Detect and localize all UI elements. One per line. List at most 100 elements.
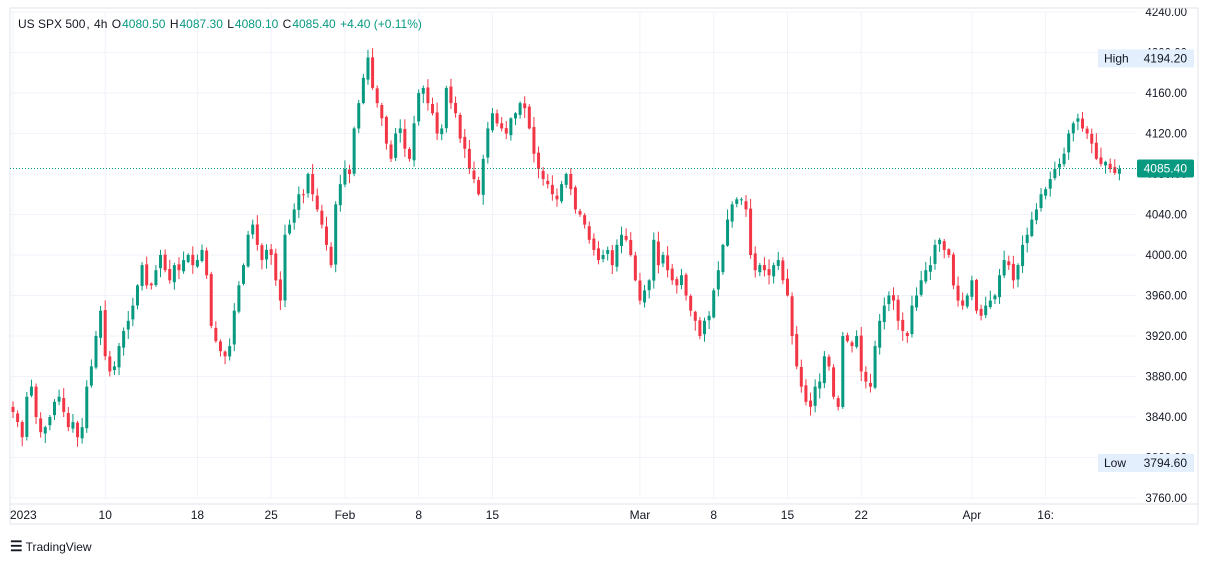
candle-body [11, 406, 15, 412]
interval: 4h [94, 17, 108, 31]
tradingview-branding[interactable]: ☰ TradingView [10, 538, 92, 555]
candle-body [656, 241, 660, 266]
candle-body [868, 382, 872, 387]
candle-body [140, 265, 144, 286]
candle-body [979, 308, 983, 316]
candle-body [57, 396, 61, 402]
y-tick-label: 3920.00 [1145, 331, 1187, 343]
candle-body [993, 295, 997, 300]
candle-body [440, 128, 444, 135]
candle-body [334, 204, 338, 265]
change-value: +4.40 (+0.11%) [340, 17, 422, 31]
y-tick-label: 4040.00 [1145, 210, 1187, 222]
candle-body [186, 255, 190, 262]
candle-body [94, 336, 98, 368]
candle-body [71, 422, 75, 429]
candle-body [1062, 153, 1066, 165]
candle-body [306, 174, 310, 194]
candle-body [1090, 133, 1094, 144]
candle-body [905, 332, 909, 336]
candle-body [394, 133, 398, 158]
candle-body [998, 275, 1002, 298]
x-tick-label: Mar [630, 508, 651, 522]
candle-body [214, 327, 218, 342]
candle-body [435, 112, 439, 134]
low-label: L [227, 17, 234, 31]
brand-name: TradingView [25, 539, 92, 554]
candle-body [537, 152, 541, 169]
candle-body [541, 170, 545, 180]
candle-body [89, 366, 93, 386]
candle-body [827, 356, 831, 367]
candle-body [629, 240, 633, 255]
candle-body [864, 371, 868, 382]
candle-body [205, 250, 209, 276]
candle-body [942, 241, 946, 250]
candle-body [592, 238, 596, 250]
candle-body [500, 123, 504, 129]
candle-body [283, 234, 287, 301]
candle-body [260, 245, 264, 261]
candle-body [288, 224, 292, 234]
x-tick-label: 2023 [10, 508, 37, 522]
candle-body [1016, 265, 1020, 280]
y-tick-label: 3840.00 [1145, 412, 1187, 424]
candle-body [380, 105, 384, 119]
candle-body [454, 103, 458, 114]
candle-body [39, 418, 43, 433]
candle-body [177, 264, 181, 271]
candle-body [1039, 194, 1043, 208]
candle-body [1030, 219, 1034, 237]
candle-body [1071, 123, 1075, 134]
candle-body [85, 386, 89, 429]
y-tick-label: 4120.00 [1145, 129, 1187, 141]
candle-body [693, 311, 697, 321]
candle-body [472, 170, 476, 180]
candle-body [504, 128, 508, 134]
x-tick-label: 10 [99, 508, 113, 522]
candle-body [1104, 161, 1108, 166]
candle-body [122, 330, 126, 348]
low-value: 3794.60 [1144, 456, 1188, 470]
candle-body [569, 174, 573, 190]
candle-body [647, 280, 651, 291]
candle-body [951, 254, 955, 286]
candle-body [878, 320, 882, 348]
candle-body [135, 285, 139, 306]
candle-body [615, 244, 619, 267]
axes: 3760.003800.003840.003880.003920.003960.… [9, 7, 1199, 525]
candle-body [1117, 168, 1121, 174]
candle-body [790, 296, 794, 336]
candle-body [389, 144, 393, 159]
candle-body [633, 255, 637, 281]
candle-body [933, 244, 937, 264]
candle-body [103, 310, 107, 357]
candle-body [703, 320, 706, 335]
candle-body [573, 187, 577, 210]
candle-body [841, 336, 845, 407]
candle-body [675, 279, 679, 286]
candle-body [1048, 179, 1052, 189]
symbol-name: US SPX 500 [18, 17, 86, 31]
candle-body [232, 310, 236, 345]
candle-body [477, 180, 481, 195]
candle-body [601, 255, 605, 260]
candle-body [638, 280, 642, 301]
candle-body [246, 234, 250, 267]
candle-body [730, 204, 734, 222]
candle-body [813, 386, 817, 406]
open-value: 4080.50 [122, 17, 166, 31]
candle-body [698, 320, 702, 336]
candle-body [48, 417, 52, 426]
candle-body [915, 295, 919, 308]
candle-body [859, 335, 863, 372]
candle-body [610, 250, 614, 266]
candle-body [398, 128, 402, 133]
candle-body [956, 285, 960, 301]
candle-body [652, 239, 656, 281]
candle-body [357, 103, 361, 129]
candle-body [1099, 157, 1103, 164]
candle-body [209, 274, 213, 326]
